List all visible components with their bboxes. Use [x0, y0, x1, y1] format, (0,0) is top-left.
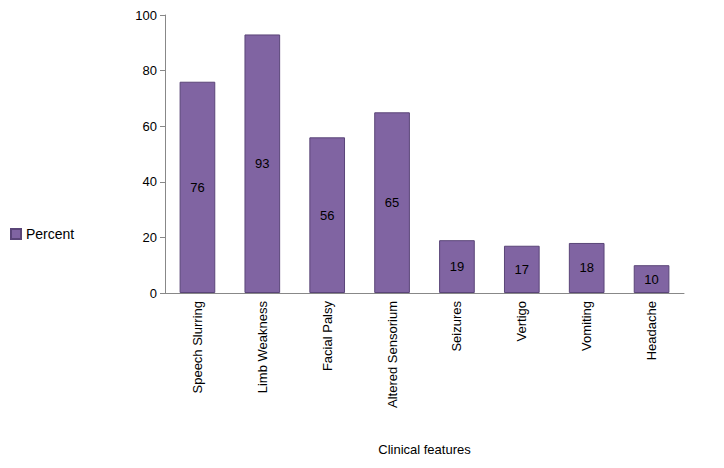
svg-text:65: 65: [385, 195, 399, 210]
svg-text:18: 18: [579, 260, 593, 275]
svg-text:Facial Palsy: Facial Palsy: [320, 301, 335, 372]
svg-text:Limb Weakness: Limb Weakness: [255, 301, 270, 394]
svg-text:Vertigo: Vertigo: [514, 301, 529, 341]
svg-text:Percent: Percent: [26, 226, 74, 242]
svg-text:93: 93: [255, 156, 269, 171]
svg-text:Headache: Headache: [644, 301, 659, 360]
svg-text:80: 80: [143, 63, 157, 78]
svg-text:60: 60: [143, 119, 157, 134]
svg-text:Speech Slurring: Speech Slurring: [190, 301, 205, 394]
svg-text:Vomiting: Vomiting: [579, 301, 594, 351]
svg-text:17: 17: [515, 262, 529, 277]
svg-text:0: 0: [150, 286, 157, 301]
svg-text:10: 10: [644, 272, 658, 287]
svg-text:56: 56: [320, 208, 334, 223]
svg-text:Altered Sensorium: Altered Sensorium: [385, 301, 400, 408]
svg-text:19: 19: [450, 259, 464, 274]
svg-text:76: 76: [190, 180, 204, 195]
svg-text:40: 40: [143, 174, 157, 189]
svg-text:100: 100: [135, 8, 157, 23]
svg-text:20: 20: [143, 230, 157, 245]
svg-text:Seizures: Seizures: [449, 301, 464, 352]
svg-text:Clinical features: Clinical features: [378, 442, 471, 457]
